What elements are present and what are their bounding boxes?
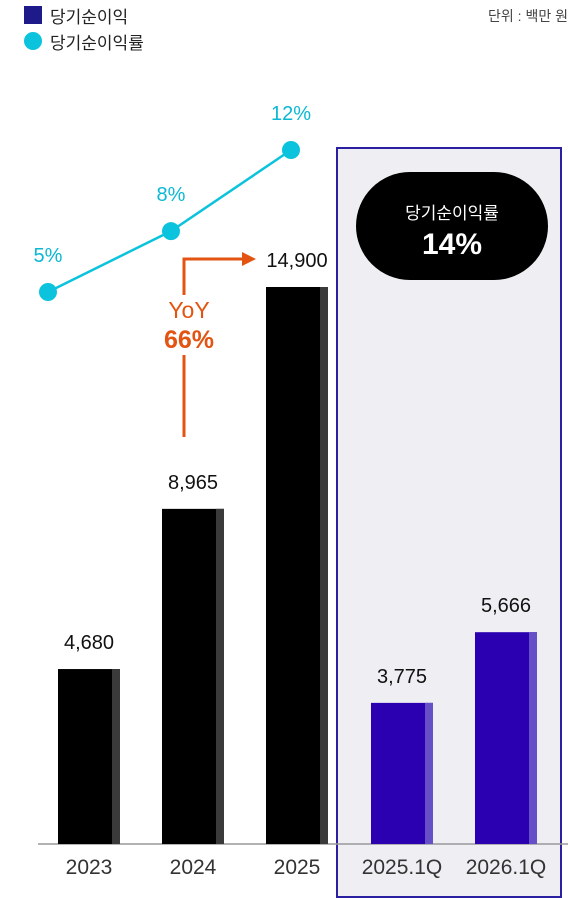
legend: 당기순이익 당기순이익률 bbox=[24, 2, 144, 54]
x-tick-label: 2025 bbox=[274, 856, 321, 879]
x-tick-label: 2023 bbox=[66, 856, 113, 879]
x-tick-label: 2024 bbox=[170, 856, 217, 879]
bar-shade-2024 bbox=[216, 508, 224, 844]
bar-shade-2025 bbox=[320, 287, 328, 844]
yoy-arrow-line bbox=[182, 257, 244, 437]
bar-shade-2023 bbox=[112, 669, 120, 844]
bar-2026.1Q bbox=[475, 632, 537, 844]
callout-value: 14% bbox=[421, 228, 483, 261]
legend-label: 당기순이익률 bbox=[50, 33, 144, 53]
x-tick-label: 2025.1Q bbox=[362, 856, 443, 879]
bar-2023 bbox=[58, 669, 120, 844]
legend-swatch-circle-icon bbox=[24, 32, 42, 50]
bar-value-label: 14,900 bbox=[266, 250, 327, 272]
bar-value-label: 3,775 bbox=[377, 666, 427, 688]
bar-shade-2025.1Q bbox=[425, 702, 433, 844]
bar-value-label: 4,680 bbox=[64, 632, 114, 654]
unit-label: 단위 : 백만 원 bbox=[488, 8, 568, 24]
margin-point bbox=[39, 283, 57, 301]
legend-item-net-margin: 당기순이익률 bbox=[24, 28, 144, 54]
margin-point bbox=[282, 141, 300, 159]
bar-2024 bbox=[162, 508, 224, 844]
legend-swatch-square-icon bbox=[24, 6, 42, 24]
margin-line bbox=[47, 148, 292, 294]
yoy-value: 66% bbox=[163, 326, 215, 354]
yoy-label: YoY bbox=[168, 297, 210, 323]
bar-shade-2026.1Q bbox=[529, 632, 537, 844]
legend-label: 당기순이익 bbox=[50, 7, 129, 27]
margin-value-label: 5% bbox=[34, 245, 63, 267]
bar-2025 bbox=[266, 287, 328, 844]
yoy-arrowhead-icon bbox=[242, 252, 256, 266]
callout-label: 당기순이익률 bbox=[405, 204, 499, 223]
legend-item-net-income: 당기순이익 bbox=[24, 2, 144, 28]
x-tick-label: 2026.1Q bbox=[466, 856, 547, 879]
bar-value-label: 8,965 bbox=[168, 472, 218, 494]
bar-2025.1Q bbox=[371, 702, 433, 844]
margin-point bbox=[162, 222, 180, 241]
margin-value-label: 12% bbox=[271, 103, 311, 125]
margin-value-label: 8% bbox=[157, 184, 186, 206]
yoy-annotation: YoY 66% bbox=[150, 295, 228, 355]
margin-callout: 당기순이익률 14% bbox=[356, 172, 548, 280]
bar-value-label: 5,666 bbox=[481, 595, 531, 617]
